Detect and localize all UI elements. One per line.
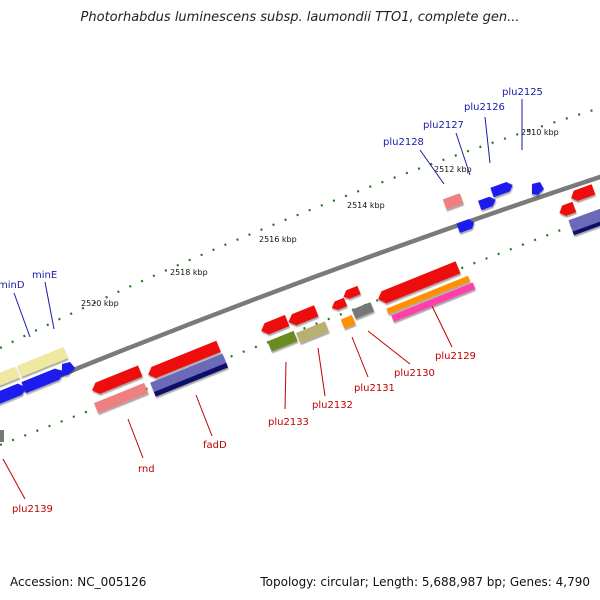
- feature-edge-navy[interactable]: [572, 217, 600, 236]
- gene-label-minD[interactable]: minD: [0, 280, 25, 291]
- gene-label-plu2132[interactable]: plu2132: [312, 400, 353, 411]
- kbp-label: 2518 kbp: [170, 268, 208, 277]
- plu2132-feature[interactable]: [296, 321, 329, 344]
- gene-label-plu2139[interactable]: plu2139: [12, 504, 53, 515]
- plu2127-forward-arrow[interactable]: [490, 180, 514, 198]
- gene-label-plu2130[interactable]: plu2130: [394, 368, 435, 379]
- rnd-reverse-arrow[interactable]: [90, 365, 143, 396]
- map-title: Photorhabdus luminescens subsp. laumondi…: [80, 10, 520, 25]
- plu2128-forward-arrow[interactable]: [456, 218, 476, 233]
- kbp-label: 2520 kbp: [81, 299, 119, 308]
- gene-label-plu2126[interactable]: plu2126: [464, 102, 505, 113]
- rnd-feature[interactable]: [94, 382, 149, 414]
- inner-tick-row: [0, 213, 600, 447]
- plu2139-feature[interactable]: [0, 430, 4, 442]
- plu2130-feature[interactable]: [351, 302, 375, 319]
- minD-forward-arrow[interactable]: [0, 381, 28, 409]
- kbp-label: 2514 kbp: [347, 201, 385, 210]
- plu2131-reverse-arrow-b[interactable]: [342, 285, 361, 301]
- plu2129-feature-orange[interactable]: [386, 275, 471, 315]
- reverse-arrow-edge-a[interactable]: [557, 201, 577, 218]
- plu2131-reverse-arrow-a[interactable]: [330, 297, 348, 312]
- plu2129-feature-magenta[interactable]: [391, 282, 476, 322]
- plu2131-feature[interactable]: [340, 314, 356, 329]
- minD-gene-feature[interactable]: [0, 366, 20, 395]
- plu2128-pseudo-feature[interactable]: [442, 193, 464, 210]
- forward-gene-labels: plu2125 plu2126 plu2127 plu2128 minE min…: [0, 87, 543, 338]
- gene-label-fadD[interactable]: fadD: [203, 440, 227, 451]
- plu2125-forward-arrow[interactable]: [532, 182, 544, 195]
- fadD-feature[interactable]: [150, 353, 227, 393]
- gene-label-plu2125[interactable]: plu2125: [502, 87, 543, 98]
- gene-label-plu2133[interactable]: plu2133: [268, 417, 309, 428]
- gene-label-plu2129[interactable]: plu2129: [435, 351, 476, 362]
- minE-gene-feature[interactable]: [16, 347, 68, 377]
- plu2132-reverse-arrow[interactable]: [286, 305, 319, 327]
- plu2126-forward-arrow[interactable]: [478, 195, 497, 211]
- genome-summary-text: Topology: circular; Length: 5,688,987 bp…: [260, 575, 590, 589]
- reverse-arrow-edge-b[interactable]: [569, 184, 596, 203]
- kbp-label: 2516 kbp: [259, 235, 297, 244]
- gene-label-rnd[interactable]: rnd: [138, 464, 155, 475]
- plu2129-reverse-arrow[interactable]: [376, 261, 461, 305]
- minE-small-arrow[interactable]: [62, 362, 75, 375]
- kbp-label: 2512 kbp: [434, 165, 472, 174]
- minE-forward-arrow[interactable]: [21, 366, 66, 394]
- fadD-feature-edge[interactable]: [153, 362, 229, 397]
- gene-label-plu2127[interactable]: plu2127: [423, 120, 464, 131]
- reverse-gene-labels: plu2129 plu2130 plu2131 plu2132 plu2133 …: [2, 305, 476, 515]
- accession-text: Accession: NC_005126: [10, 575, 147, 589]
- gene-label-plu2131[interactable]: plu2131: [354, 383, 395, 394]
- fadD-reverse-arrow[interactable]: [146, 340, 221, 381]
- kbp-label: 2510 kbp: [521, 128, 559, 137]
- gene-label-minE[interactable]: minE: [32, 270, 57, 281]
- genome-backbone: [0, 174, 600, 403]
- plu2133-reverse-arrow[interactable]: [259, 314, 290, 337]
- gene-label-plu2128[interactable]: plu2128: [383, 137, 424, 148]
- plu2133-feature[interactable]: [267, 330, 298, 352]
